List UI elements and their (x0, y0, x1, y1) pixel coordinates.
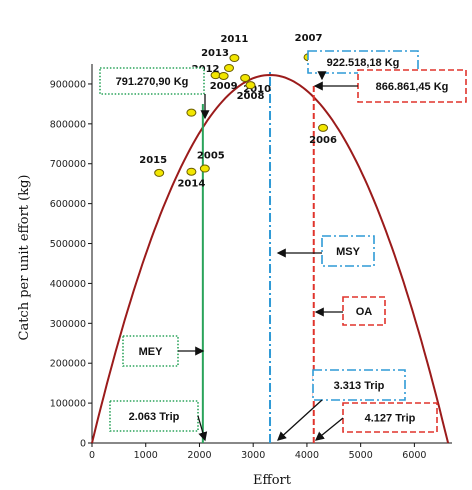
annotation-text: 2.063 Trip (129, 411, 180, 423)
data-point (154, 168, 165, 177)
annotation-box (312, 369, 406, 401)
y-tick-label: 100000 (50, 399, 86, 410)
x-tick-label: 5000 (349, 450, 373, 461)
point-label-2008: 2008 (237, 91, 265, 102)
x-tick-label: 2000 (187, 450, 211, 461)
data-point (186, 108, 197, 117)
y-tick-label: 400000 (50, 279, 86, 290)
data-point (245, 81, 256, 90)
y-tick-label: 0 (80, 439, 86, 450)
x-tick-label: 1000 (134, 450, 158, 461)
y-tick-label: 600000 (50, 199, 86, 210)
y-tick-label: 300000 (50, 319, 86, 330)
point-label-2014: 2014 (177, 179, 205, 190)
point-label-2012: 2012 (192, 64, 220, 75)
y-axis-title: Catch per unit effort (kg) (17, 175, 32, 341)
point-label-2009: 2009 (210, 81, 238, 92)
annotation-box (357, 69, 467, 103)
y-tick-label: 500000 (50, 239, 86, 250)
data-point (318, 123, 329, 132)
x-tick-label: 6000 (402, 450, 426, 461)
data-point (229, 54, 240, 63)
point-label-2013: 2013 (201, 48, 229, 59)
y-tick-label: 900000 (50, 79, 86, 90)
point-label-2007: 2007 (295, 33, 323, 44)
annotation-text: 922.518,18 Kg (327, 57, 400, 69)
annotation-arrow (314, 417, 344, 441)
x-tick-label: 4000 (295, 450, 319, 461)
annotation-text: MSY (336, 246, 361, 258)
point-label-2011: 2011 (220, 34, 248, 45)
data-point (240, 73, 251, 82)
y-tick-label: 800000 (50, 119, 86, 130)
y-tick-label: 700000 (50, 159, 86, 170)
annotation-text: 4.127 Trip (365, 413, 416, 425)
annotation-arrow (197, 415, 208, 442)
annotation-text: 866.861,45 Kg (376, 81, 449, 93)
x-tick-label: 3000 (241, 450, 265, 461)
annotation-text: 791.270,90 Kg (116, 76, 189, 88)
x-tick-label: 0 (89, 450, 95, 461)
annotation-box (342, 296, 386, 326)
data-point (199, 164, 210, 173)
point-label-2010: 2010 (243, 84, 271, 95)
point-label-2005: 2005 (197, 151, 225, 162)
annotation-text: 3.313 Trip (334, 380, 385, 392)
annotation-box (321, 235, 375, 267)
annotation-text: MEY (139, 346, 164, 358)
point-label-2015: 2015 (139, 155, 167, 166)
x-axis-title: Effort (253, 473, 292, 488)
data-point (186, 167, 197, 176)
annotation-box (109, 400, 199, 432)
annotation-text: OA (356, 306, 373, 318)
annotation-arrow (277, 399, 323, 441)
annotation-box (99, 67, 205, 95)
y-tick-label: 200000 (50, 359, 86, 370)
yield-curve (91, 73, 450, 444)
point-label-2006: 2006 (309, 135, 337, 146)
data-point (218, 71, 229, 80)
data-point (224, 63, 235, 72)
annotation-box (342, 402, 438, 433)
